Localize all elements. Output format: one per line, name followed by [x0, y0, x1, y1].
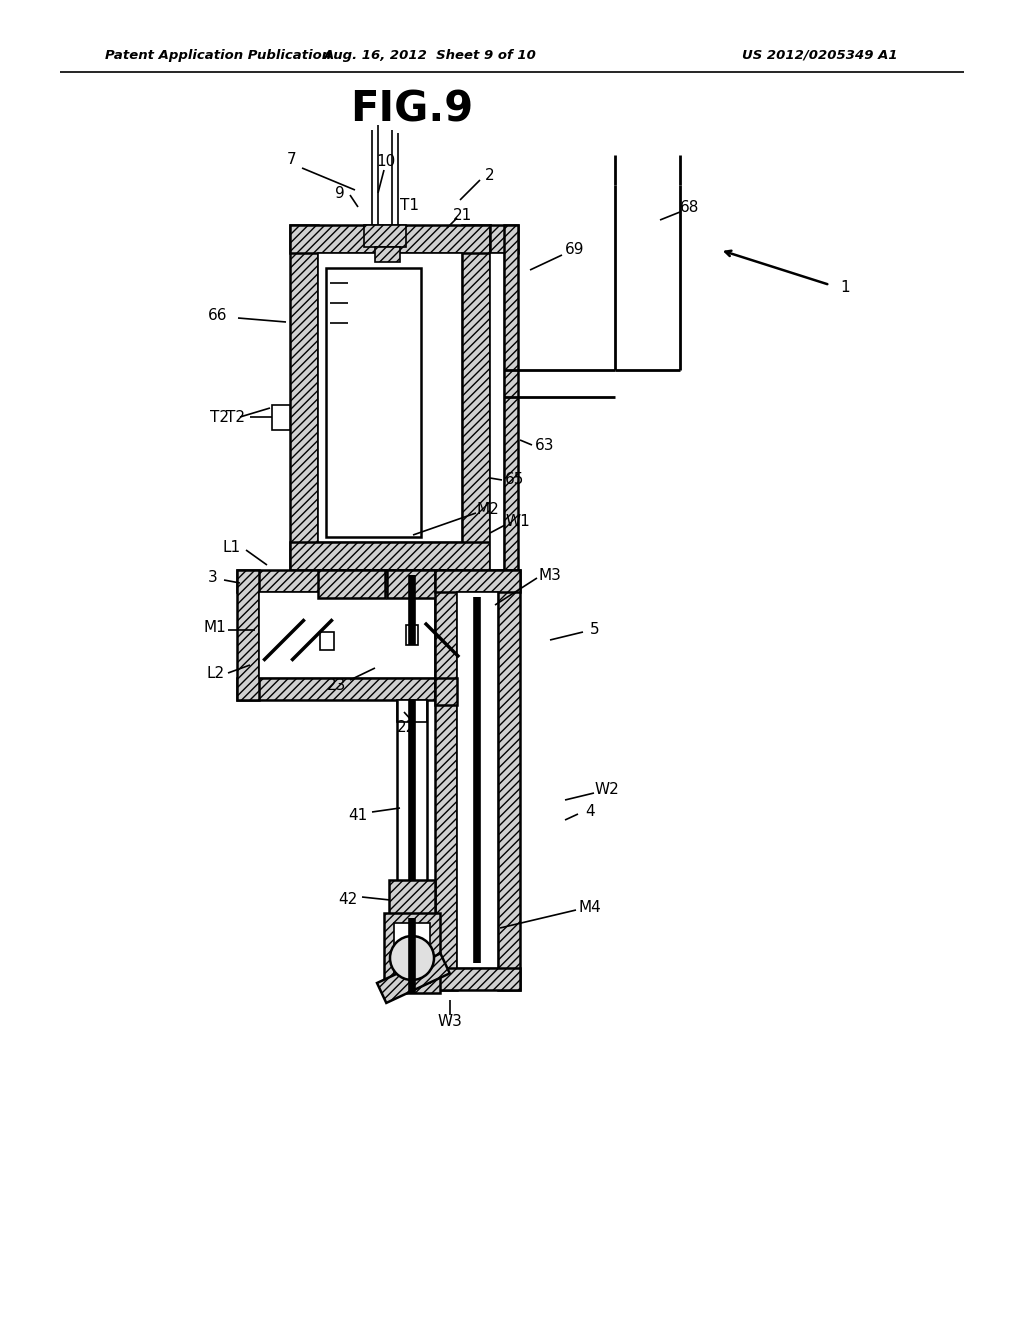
- Text: Aug. 16, 2012  Sheet 9 of 10: Aug. 16, 2012 Sheet 9 of 10: [324, 49, 537, 62]
- Bar: [272, 405, 290, 430]
- Bar: [504, 224, 518, 570]
- Text: T2: T2: [225, 409, 245, 425]
- Bar: [375, 247, 400, 261]
- Bar: [397, 700, 427, 722]
- Bar: [384, 913, 440, 993]
- Bar: [237, 570, 259, 700]
- Text: 41: 41: [348, 808, 368, 822]
- Bar: [399, 917, 425, 940]
- Text: 42: 42: [338, 892, 357, 908]
- Text: 68: 68: [680, 199, 699, 214]
- Bar: [389, 880, 435, 917]
- Bar: [394, 923, 430, 983]
- Text: 65: 65: [505, 473, 524, 487]
- Text: 5: 5: [590, 623, 600, 638]
- Text: T2: T2: [211, 409, 229, 425]
- Bar: [435, 570, 520, 591]
- Bar: [462, 224, 490, 570]
- Bar: [326, 268, 421, 537]
- Bar: [318, 253, 462, 543]
- Bar: [364, 224, 406, 247]
- Bar: [457, 591, 498, 968]
- Bar: [387, 570, 464, 598]
- Text: 1: 1: [840, 280, 850, 294]
- Bar: [319, 632, 334, 649]
- Text: M2: M2: [476, 503, 500, 517]
- Text: 69: 69: [565, 243, 585, 257]
- Bar: [498, 570, 520, 990]
- Text: M3: M3: [539, 568, 561, 582]
- Bar: [377, 953, 450, 1003]
- Text: 2: 2: [485, 168, 495, 182]
- Bar: [435, 678, 457, 705]
- Bar: [237, 678, 457, 700]
- Bar: [290, 543, 490, 570]
- Text: 66: 66: [208, 308, 227, 322]
- Text: 63: 63: [536, 437, 555, 453]
- Text: W1: W1: [506, 515, 530, 529]
- Text: L1: L1: [223, 540, 241, 556]
- Text: 3: 3: [208, 570, 218, 586]
- Bar: [290, 224, 318, 570]
- Text: US 2012/0205349 A1: US 2012/0205349 A1: [742, 49, 898, 62]
- Bar: [237, 570, 457, 591]
- Text: 21: 21: [453, 207, 472, 223]
- Text: 23: 23: [328, 677, 347, 693]
- Text: M4: M4: [579, 900, 601, 916]
- Text: T1: T1: [400, 198, 420, 213]
- Text: W3: W3: [437, 1015, 463, 1030]
- Text: 7: 7: [287, 153, 297, 168]
- Text: 4: 4: [585, 804, 595, 820]
- Circle shape: [390, 936, 434, 979]
- Bar: [406, 624, 418, 645]
- Text: 9: 9: [335, 186, 345, 201]
- Text: Patent Application Publication: Patent Application Publication: [105, 49, 331, 62]
- Bar: [490, 224, 518, 253]
- Text: FIG.9: FIG.9: [350, 88, 473, 131]
- Bar: [259, 591, 435, 678]
- Bar: [490, 253, 504, 570]
- Text: M1: M1: [204, 620, 226, 635]
- Text: 10: 10: [377, 154, 395, 169]
- Text: W2: W2: [595, 783, 620, 797]
- Bar: [435, 570, 457, 990]
- Bar: [435, 570, 457, 700]
- Text: 22: 22: [397, 721, 417, 735]
- Bar: [435, 968, 520, 990]
- Text: L2: L2: [207, 665, 225, 681]
- Bar: [318, 570, 385, 598]
- Bar: [290, 224, 490, 253]
